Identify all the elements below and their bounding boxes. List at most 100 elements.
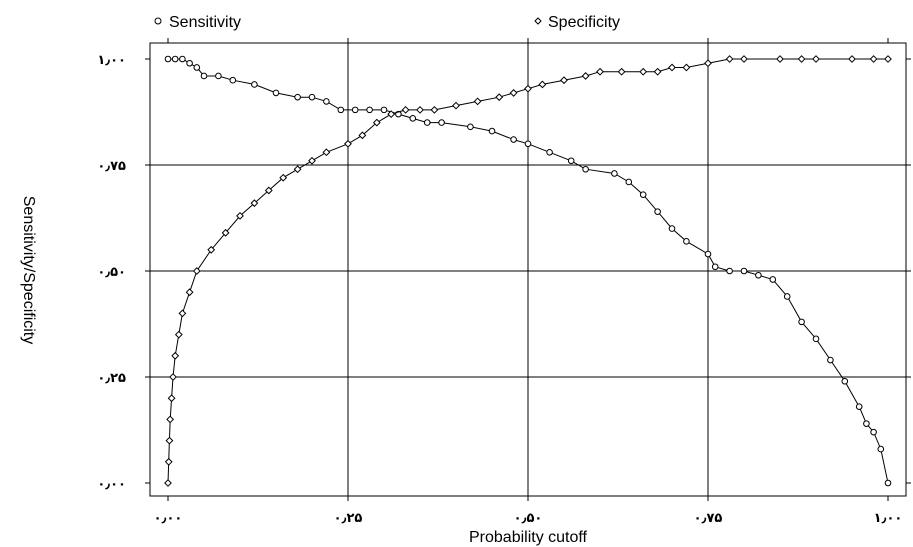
point-sensitivity-1 [171,55,179,63]
point-specificity-19 [322,148,331,157]
point-sensitivity-25 [546,148,553,156]
point-sensitivity-32 [668,225,676,232]
point-sensitivity-18 [409,115,417,122]
point-specificity-17 [293,165,302,174]
point-specificity-44 [776,55,784,63]
series-sensitivity [164,55,892,487]
series-specificity [164,55,892,487]
point-sensitivity-0 [164,55,172,63]
point-sensitivity-33 [683,238,690,245]
point-specificity-0 [164,479,172,487]
point-sensitivity-49 [884,479,892,487]
point-specificity-27 [452,101,460,110]
series-layer [164,55,892,487]
point-sensitivity-45 [855,403,863,410]
grid [150,43,906,496]
y-tick-label-1: ۰٫۲۵ [97,371,126,386]
point-sensitivity-34 [704,250,712,258]
point-specificity-9 [185,288,194,297]
point-specificity-1 [164,457,173,466]
point-specificity-47 [848,55,856,63]
x-tick-label-0: ۰٫۰۰ [154,511,183,526]
point-sensitivity-24 [524,140,532,148]
point-specificity-43 [740,55,748,63]
point-specificity-23 [387,110,396,119]
point-sensitivity-37 [740,267,748,275]
point-specificity-35 [596,67,604,76]
point-sensitivity-16 [380,106,388,114]
point-sensitivity-38 [755,271,762,279]
point-sensitivity-9 [272,89,280,97]
point-sensitivity-5 [200,72,208,80]
x-tick-label-4: ۱٫۰۰ [874,511,903,526]
point-specificity-11 [207,245,216,254]
point-sensitivity-8 [251,81,258,88]
point-specificity-8 [178,309,187,318]
legend-specificity-marker [534,17,542,25]
point-specificity-4 [167,394,176,403]
point-specificity-45 [797,55,806,63]
point-specificity-32 [538,80,547,89]
point-sensitivity-12 [323,98,330,105]
point-specificity-14 [250,199,259,208]
point-specificity-25 [416,105,424,114]
point-specificity-42 [725,55,734,63]
point-sensitivity-6 [215,72,222,80]
x-tick-label-2: ۰٫۵۰ [514,511,543,526]
point-sensitivity-15 [366,106,373,114]
series-line-specificity [167,58,888,484]
point-sensitivity-35 [711,263,719,271]
point-sensitivity-27 [582,165,589,173]
point-specificity-48 [869,55,878,63]
point-specificity-3 [166,415,175,424]
y-tick-label-2: ۰٫۵۰ [97,265,126,280]
point-sensitivity-14 [351,106,359,114]
x-tick-label-3: ۰٫۷۵ [694,511,723,526]
point-specificity-6 [171,351,180,360]
point-sensitivity-13 [337,106,345,114]
point-sensitivity-31 [654,208,661,215]
point-specificity-7 [174,330,183,339]
point-sensitivity-19 [423,119,431,126]
legend-sensitivity-label: Sensitivity [169,14,241,31]
x-tick-label-1: ۰٫۲۵ [334,511,363,526]
point-sensitivity-39 [769,276,777,283]
point-specificity-40 [682,63,691,72]
point-sensitivity-43 [827,356,834,364]
point-sensitivity-30 [639,191,647,198]
y-tick-label-4: ۱٫۰۰ [97,53,126,68]
point-specificity-12 [221,228,230,237]
point-specificity-5 [169,373,177,381]
point-sensitivity-23 [510,136,517,143]
point-specificity-34 [581,72,590,80]
point-specificity-26 [430,105,439,114]
point-specificity-10 [192,267,201,275]
point-sensitivity-7 [229,76,237,84]
point-sensitivity-28 [611,170,618,177]
point-sensitivity-11 [308,93,316,101]
point-sensitivity-29 [625,178,633,186]
point-specificity-21 [358,131,367,140]
y-axis-title: Sensitivity/Specificity [20,196,37,345]
point-specificity-24 [401,105,410,114]
point-sensitivity-44 [841,377,849,385]
y-tick-label-0: ۰٫۰۰ [97,477,126,492]
point-sensitivity-47 [870,428,877,436]
point-specificity-13 [236,211,244,220]
legend-specificity-label: Specificity [548,14,620,31]
point-specificity-41 [704,59,712,68]
point-specificity-49 [884,55,892,63]
point-specificity-46 [812,55,820,63]
point-sensitivity-40 [783,293,791,300]
point-specificity-31 [524,84,532,93]
point-specificity-22 [372,118,381,127]
point-specificity-39 [668,63,676,72]
point-specificity-30 [509,89,518,97]
point-specificity-38 [653,67,662,76]
point-sensitivity-3 [186,59,193,67]
point-sensitivity-42 [812,335,820,343]
point-specificity-16 [279,173,288,182]
y-tick-label-3: ۰٫۷۵ [97,159,126,174]
point-sensitivity-4 [193,64,201,71]
